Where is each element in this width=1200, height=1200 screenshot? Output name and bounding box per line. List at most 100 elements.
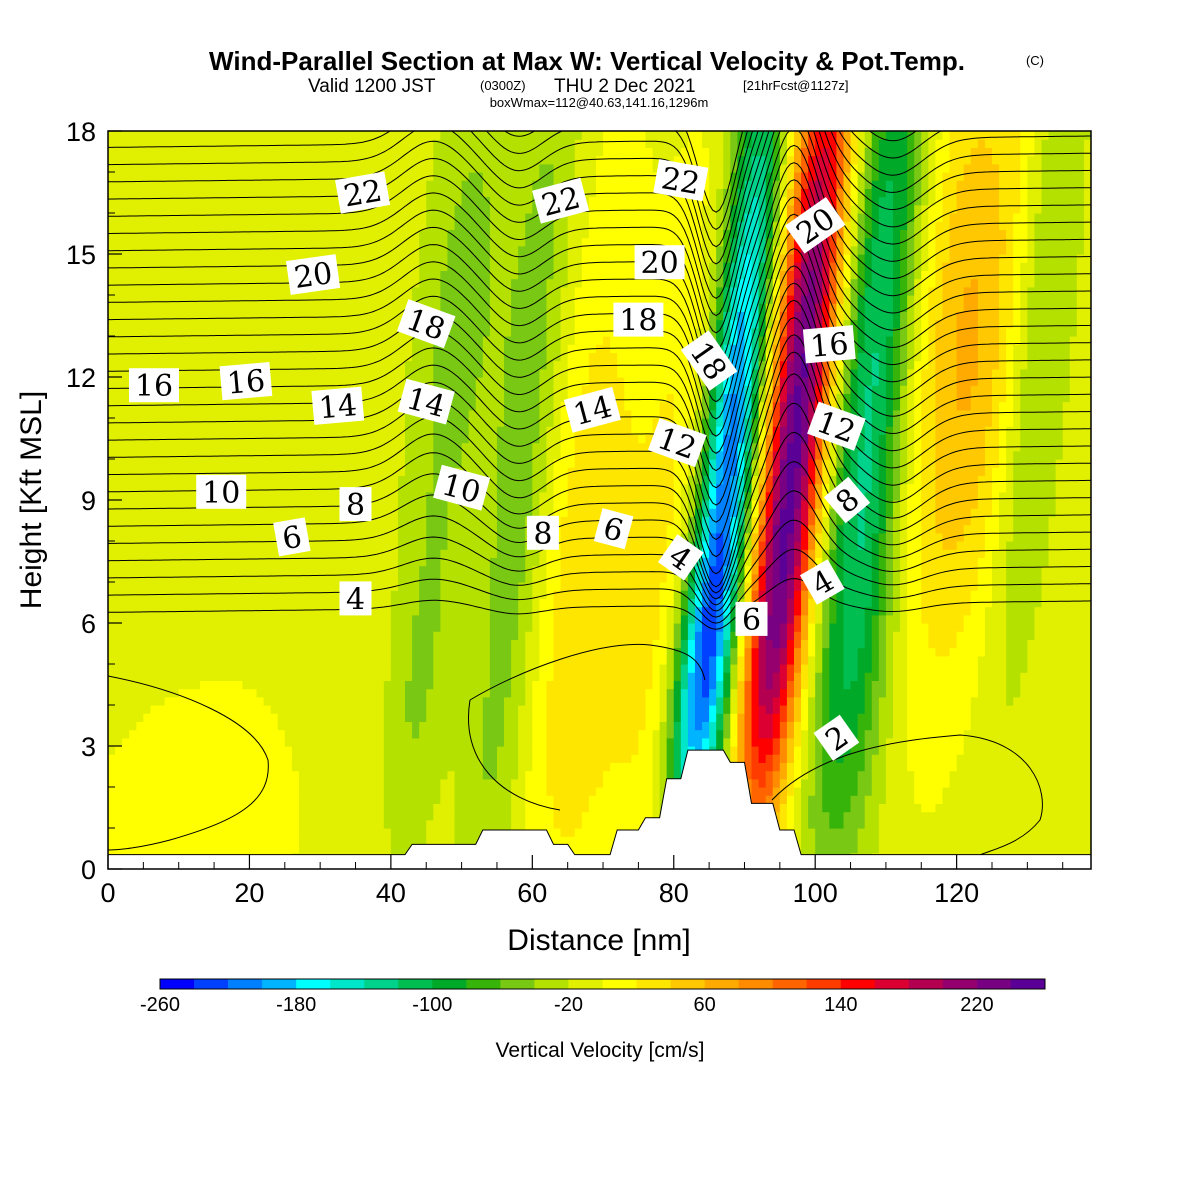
velocity-cell — [440, 639, 449, 649]
velocity-cell — [320, 787, 328, 796]
velocity-cell — [390, 172, 399, 181]
velocity-cell — [129, 532, 137, 542]
velocity-cell — [115, 836, 123, 845]
velocity-cell — [348, 532, 357, 542]
velocity-cell — [207, 516, 215, 526]
velocity-cell — [143, 713, 152, 722]
velocity-cell — [221, 614, 229, 624]
velocity-cell — [306, 139, 314, 148]
velocity-cell — [390, 737, 399, 747]
velocity-cell — [164, 426, 173, 435]
velocity-cell — [228, 664, 236, 673]
velocity-cell — [122, 352, 130, 362]
velocity-cell — [298, 204, 307, 214]
velocity-cell — [298, 426, 307, 435]
velocity-cell — [496, 598, 505, 608]
velocity-cell — [355, 377, 364, 386]
velocity-cell — [447, 377, 456, 386]
velocity-cell — [348, 303, 357, 312]
velocity-cell — [475, 565, 484, 575]
velocity-cell — [171, 450, 180, 460]
velocity-cell — [362, 762, 371, 772]
velocity-cell — [419, 655, 427, 665]
velocity-cell — [157, 434, 166, 444]
velocity-cell — [157, 524, 166, 534]
velocity-cell — [313, 787, 321, 796]
velocity-cell — [256, 778, 265, 788]
velocity-cell — [376, 483, 385, 493]
velocity-cell — [143, 500, 152, 509]
velocity-cell — [482, 819, 491, 829]
velocity-cell — [136, 680, 144, 690]
velocity-cell — [164, 795, 173, 804]
velocity-cell — [405, 491, 413, 501]
velocity-cell — [207, 360, 215, 370]
velocity-cell — [221, 139, 229, 148]
velocity-cell — [122, 344, 130, 353]
velocity-cell — [249, 221, 258, 230]
velocity-cell — [214, 270, 222, 280]
velocity-cell — [242, 737, 251, 747]
velocity-cell — [207, 680, 215, 690]
velocity-cell — [327, 582, 335, 591]
velocity-cell — [221, 131, 229, 140]
velocity-cell — [397, 172, 406, 181]
velocity-cell — [419, 623, 427, 632]
velocity-cell — [199, 524, 208, 534]
velocity-cell — [164, 196, 173, 206]
velocity-cell — [108, 213, 116, 222]
velocity-cell — [355, 631, 364, 640]
velocity-cell — [164, 729, 173, 739]
velocity-cell — [157, 172, 166, 181]
velocity-cell — [348, 664, 357, 673]
velocity-cell — [235, 754, 243, 763]
velocity-cell — [313, 819, 321, 829]
velocity-cell — [249, 532, 258, 542]
velocity-cell — [433, 196, 441, 206]
velocity-cell — [461, 409, 470, 419]
velocity-cell — [143, 762, 152, 772]
velocity-cell — [214, 762, 222, 772]
velocity-cell — [376, 746, 385, 755]
velocity-cell — [362, 163, 371, 173]
velocity-cell — [447, 352, 456, 362]
velocity-cell — [454, 245, 463, 255]
velocity-cell — [171, 303, 180, 312]
velocity-cell — [313, 770, 321, 780]
velocity-cell — [390, 196, 399, 206]
velocity-cell — [284, 557, 293, 567]
velocity-cell — [433, 213, 441, 222]
velocity-cell — [405, 131, 413, 140]
velocity-cell — [136, 582, 144, 591]
velocity-cell — [171, 664, 180, 673]
velocity-cell — [235, 311, 243, 321]
velocity-cell — [362, 557, 371, 567]
velocity-cell — [221, 803, 229, 813]
velocity-cell — [185, 368, 194, 378]
velocity-cell — [426, 524, 434, 534]
velocity-cell — [122, 623, 130, 632]
velocity-cell — [291, 467, 300, 476]
velocity-cell — [397, 680, 406, 690]
velocity-cell — [298, 770, 307, 780]
velocity-cell — [129, 401, 137, 411]
velocity-cell — [306, 803, 314, 813]
velocity-cell — [468, 155, 477, 165]
velocity-cell — [405, 172, 413, 181]
velocity-cell — [235, 516, 243, 526]
velocity-cell — [228, 196, 236, 206]
velocity-cell — [306, 787, 314, 796]
velocity-cell — [461, 262, 470, 271]
velocity-cell — [256, 442, 265, 452]
velocity-cell — [143, 344, 152, 353]
velocity-cell — [263, 475, 272, 485]
velocity-cell — [348, 705, 357, 714]
velocity-cell — [412, 565, 420, 575]
velocity-cell — [242, 336, 251, 345]
velocity-cell — [150, 541, 159, 550]
velocity-cell — [115, 475, 123, 485]
velocity-cell — [320, 737, 328, 747]
velocity-cell — [320, 844, 328, 854]
velocity-cell — [454, 278, 463, 288]
velocity-cell — [185, 393, 194, 403]
